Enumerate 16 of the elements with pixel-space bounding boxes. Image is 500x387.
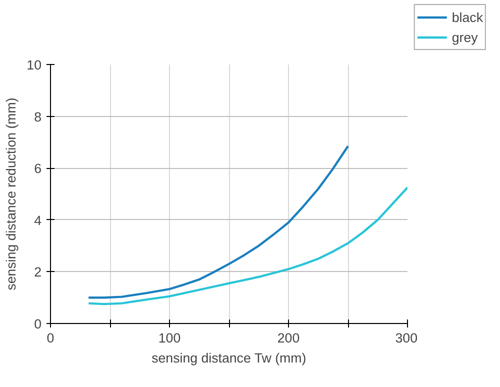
legend-label: grey [452,30,478,44]
line-series [87,144,350,299]
y-axis-title: sensing distance reduction (mm) [4,98,19,290]
x-tick-label: 100 [158,330,181,346]
y-tick-label: 10 [26,58,42,72]
x-axis-title: sensing distance Tw (mm) [152,350,306,366]
y-tick-label: 0 [34,316,42,332]
y-tick-label: 4 [34,212,42,228]
y-tick-label: 2 [34,264,42,280]
x-tick-label: 200 [277,330,300,346]
y-tick-label: 8 [34,109,42,124]
line-series [87,186,408,306]
y-tick-label: 6 [34,161,42,176]
legend-label: black [452,10,483,24]
x-tick-label: 0 [46,330,54,346]
x-tick-label: 300 [395,330,418,346]
